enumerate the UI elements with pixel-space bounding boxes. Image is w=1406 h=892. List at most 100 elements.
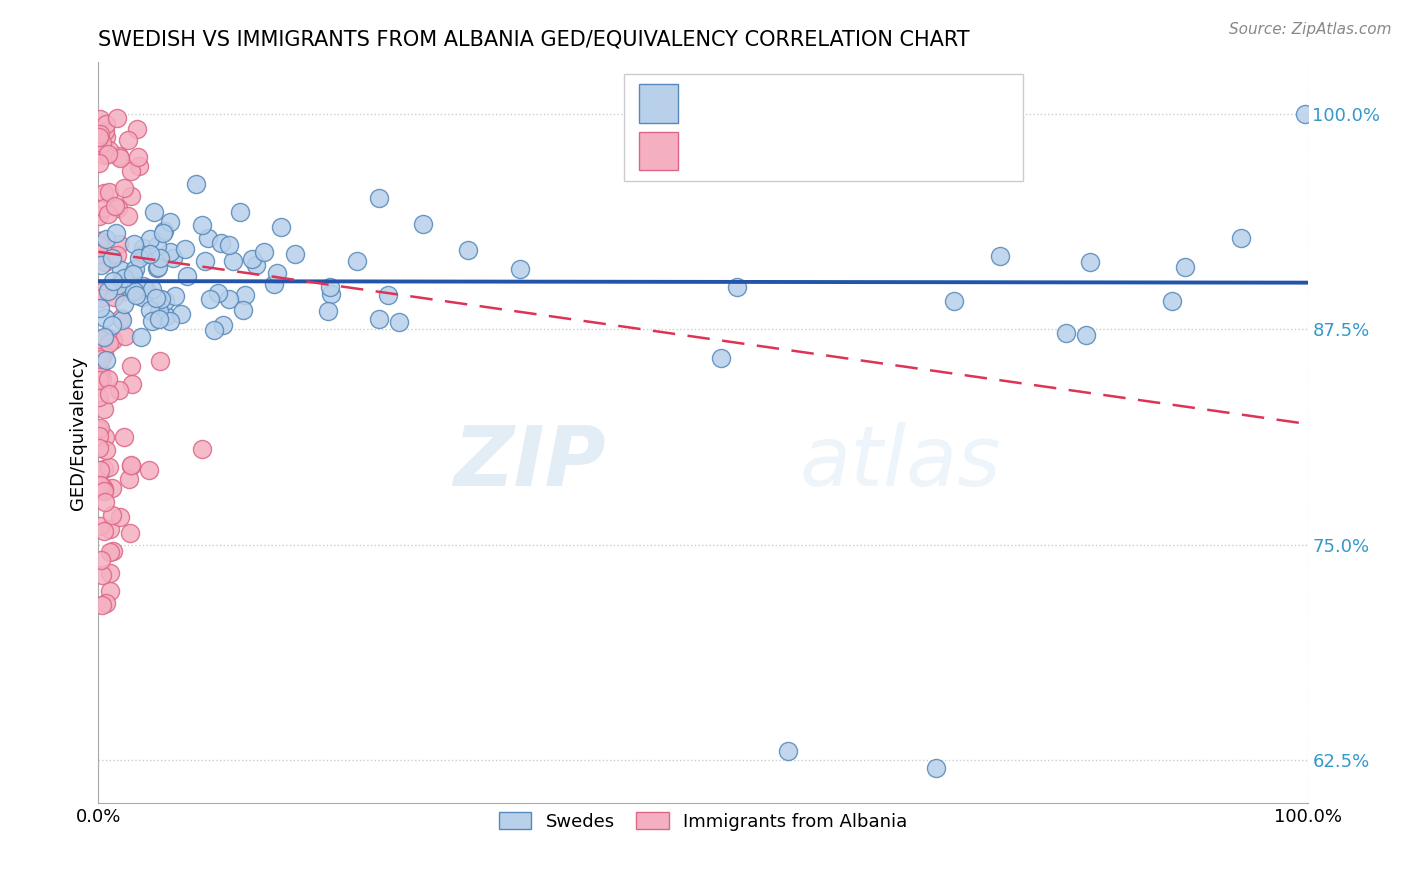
- Point: [110, 263, 132, 277]
- Point: [221, 254, 243, 268]
- Point: [120, 164, 142, 178]
- Point: [122, 267, 145, 281]
- Point: [412, 218, 434, 232]
- Point: [1174, 260, 1197, 274]
- Point: [141, 314, 163, 328]
- Point: [1054, 326, 1077, 340]
- Point: [152, 224, 174, 238]
- Point: [112, 430, 135, 444]
- Point: [103, 544, 125, 558]
- Point: [101, 251, 124, 265]
- Point: [112, 270, 135, 285]
- Point: [925, 761, 948, 775]
- Point: [89, 285, 111, 299]
- Text: R = -0.013   N =  99: R = -0.013 N = 99: [692, 141, 907, 161]
- Point: [100, 545, 122, 559]
- Point: [94, 232, 117, 246]
- Point: [103, 333, 125, 347]
- Point: [112, 285, 135, 299]
- Legend: Swedes, Immigrants from Albania: Swedes, Immigrants from Albania: [491, 805, 915, 838]
- Point: [107, 248, 129, 262]
- Point: [94, 353, 117, 368]
- Point: [120, 525, 142, 540]
- Point: [97, 285, 120, 299]
- Point: [97, 147, 120, 161]
- Point: [89, 247, 111, 261]
- Point: [135, 282, 157, 296]
- Point: [117, 133, 139, 147]
- Point: [87, 367, 110, 381]
- Point: [131, 248, 153, 262]
- Point: [159, 244, 181, 259]
- Point: [245, 258, 267, 272]
- Point: [91, 372, 114, 386]
- Point: [93, 524, 115, 539]
- Point: [346, 254, 368, 268]
- Point: [96, 130, 118, 145]
- Point: [197, 231, 219, 245]
- Point: [114, 275, 136, 289]
- Point: [93, 482, 115, 496]
- Point: [139, 247, 162, 261]
- Point: [1076, 328, 1098, 343]
- Point: [233, 288, 256, 302]
- Point: [368, 191, 391, 205]
- Point: [89, 235, 111, 249]
- Point: [129, 330, 152, 344]
- Point: [89, 332, 111, 346]
- Point: [101, 318, 124, 332]
- Point: [87, 209, 110, 223]
- Point: [131, 290, 153, 304]
- Point: [139, 232, 162, 246]
- Point: [89, 301, 111, 315]
- Point: [97, 207, 120, 221]
- Point: [240, 252, 263, 266]
- Point: [319, 279, 342, 293]
- Point: [89, 237, 111, 252]
- Point: [93, 346, 115, 360]
- Point: [90, 479, 112, 493]
- Text: atlas: atlas: [800, 422, 1001, 503]
- Point: [122, 236, 145, 251]
- Point: [90, 599, 112, 613]
- Point: [111, 312, 134, 326]
- Point: [108, 151, 131, 165]
- Point: [121, 377, 143, 392]
- Point: [139, 302, 162, 317]
- Point: [169, 307, 191, 321]
- Point: [209, 236, 232, 251]
- Point: [100, 481, 122, 495]
- Point: [90, 552, 112, 566]
- Point: [194, 253, 217, 268]
- Point: [125, 287, 148, 301]
- Text: SWEDISH VS IMMIGRANTS FROM ALBANIA GED/EQUIVALENCY CORRELATION CHART: SWEDISH VS IMMIGRANTS FROM ALBANIA GED/E…: [98, 29, 970, 50]
- Point: [98, 583, 121, 598]
- Point: [319, 286, 342, 301]
- Point: [284, 247, 307, 261]
- Point: [110, 510, 132, 524]
- Point: [98, 522, 121, 536]
- Point: [132, 278, 155, 293]
- Point: [104, 227, 127, 241]
- Point: [776, 744, 799, 758]
- Point: [120, 458, 142, 473]
- Point: [87, 130, 110, 145]
- Text: ZIP: ZIP: [454, 422, 606, 503]
- Point: [89, 112, 111, 126]
- Point: [94, 147, 117, 161]
- Bar: [638, 85, 678, 123]
- Point: [155, 293, 177, 308]
- Point: [97, 143, 120, 157]
- Point: [150, 292, 173, 306]
- Point: [1230, 231, 1253, 245]
- Point: [90, 367, 112, 381]
- Point: [93, 401, 115, 416]
- Point: [134, 246, 156, 260]
- Point: [89, 478, 111, 492]
- Point: [252, 244, 274, 259]
- FancyBboxPatch shape: [624, 73, 1024, 181]
- Point: [104, 199, 127, 213]
- Point: [91, 568, 114, 582]
- Point: [148, 354, 170, 368]
- Point: [107, 149, 129, 163]
